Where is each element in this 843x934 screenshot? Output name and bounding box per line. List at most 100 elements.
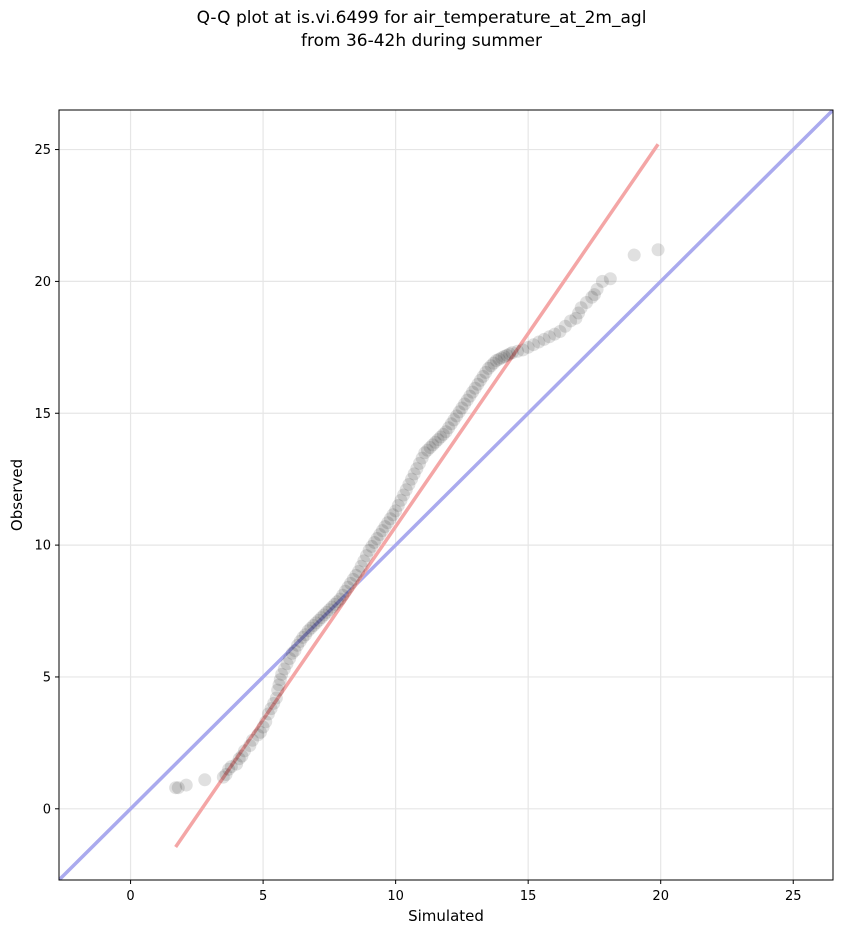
data-point (481, 361, 495, 375)
data-point (169, 781, 183, 795)
data-point (412, 456, 426, 470)
data-point (402, 477, 416, 491)
data-point (261, 707, 275, 721)
data-point (271, 683, 285, 697)
data-point (587, 288, 601, 302)
data-point (468, 381, 482, 395)
data-point (354, 559, 368, 573)
x-tick-label: 15 (520, 889, 537, 904)
data-point (349, 568, 363, 582)
data-point (466, 385, 480, 399)
data-point (447, 413, 461, 427)
data-point (426, 438, 440, 452)
data-point (526, 338, 540, 352)
data-point (532, 335, 546, 349)
data-point (391, 499, 405, 513)
data-point (521, 340, 535, 354)
data-point (574, 301, 588, 315)
data-point (352, 564, 366, 578)
data-point (273, 673, 287, 687)
data-point (548, 327, 562, 341)
data-point (370, 532, 384, 546)
data-point (444, 417, 458, 431)
data-point (651, 243, 665, 257)
data-point (378, 520, 392, 534)
data-point (553, 325, 567, 339)
data-point (283, 651, 297, 665)
data-point (306, 619, 320, 633)
x-tick-label: 10 (387, 889, 404, 904)
data-point (325, 600, 339, 614)
data-point (346, 572, 360, 586)
data-point (418, 446, 432, 460)
data-point (322, 603, 336, 617)
data-point (171, 781, 185, 795)
data-point (542, 330, 556, 344)
axis-ticks: 0 5 10 15 20 25 0 5 10 15 20 25 (34, 143, 801, 904)
data-point (320, 605, 334, 619)
data-point (458, 397, 472, 411)
data-point (497, 350, 511, 364)
data-point (246, 733, 259, 747)
x-tick-label: 20 (652, 889, 669, 904)
data-point (564, 314, 578, 328)
data-point (235, 749, 249, 763)
data-point (516, 343, 530, 357)
data-point (238, 744, 252, 758)
data-point (473, 373, 487, 387)
y-tick-label: 20 (34, 275, 51, 290)
data-point (603, 272, 617, 286)
data-point (537, 332, 551, 346)
data-point (455, 401, 469, 415)
y-axis-label: Observed (8, 459, 26, 531)
data-point (275, 667, 289, 681)
data-point (487, 356, 501, 370)
x-tick-label: 0 (126, 889, 134, 904)
data-point (383, 512, 397, 526)
data-point (375, 524, 389, 538)
data-point (253, 725, 267, 739)
data-point (219, 768, 233, 782)
data-point (442, 421, 456, 435)
data-point (579, 296, 593, 309)
data-point (317, 608, 331, 622)
data-point (312, 613, 326, 627)
data-point (299, 628, 313, 642)
data-point (489, 354, 503, 368)
data-point (471, 377, 485, 391)
data-point (304, 621, 318, 635)
data-point (293, 634, 307, 648)
grid (59, 110, 833, 880)
data-point (500, 348, 514, 362)
data-point (277, 662, 291, 676)
data-point (397, 488, 411, 502)
x-tick-label: 25 (785, 889, 802, 904)
data-point (407, 467, 421, 481)
data-point (280, 657, 294, 671)
plot-area (59, 110, 833, 880)
data-point (511, 344, 525, 358)
data-point (336, 588, 350, 602)
data-point (450, 409, 464, 423)
data-point (428, 435, 442, 449)
data-point (224, 760, 238, 774)
data-point (367, 535, 381, 549)
data-point (288, 644, 302, 658)
data-point (222, 762, 236, 776)
data-point (495, 351, 509, 365)
data-point (362, 543, 376, 557)
data-point (585, 290, 599, 304)
data-point (301, 624, 315, 638)
data-point (373, 528, 387, 542)
data-point (590, 282, 604, 296)
data-point (357, 554, 371, 568)
y-tick-label: 10 (34, 539, 51, 554)
data-point (423, 441, 437, 455)
data-point (503, 347, 517, 361)
data-point (452, 405, 466, 419)
data-point (291, 638, 305, 652)
plot-frame (58, 109, 834, 881)
data-point (267, 696, 281, 710)
data-point (386, 508, 400, 522)
data-point (309, 616, 323, 630)
